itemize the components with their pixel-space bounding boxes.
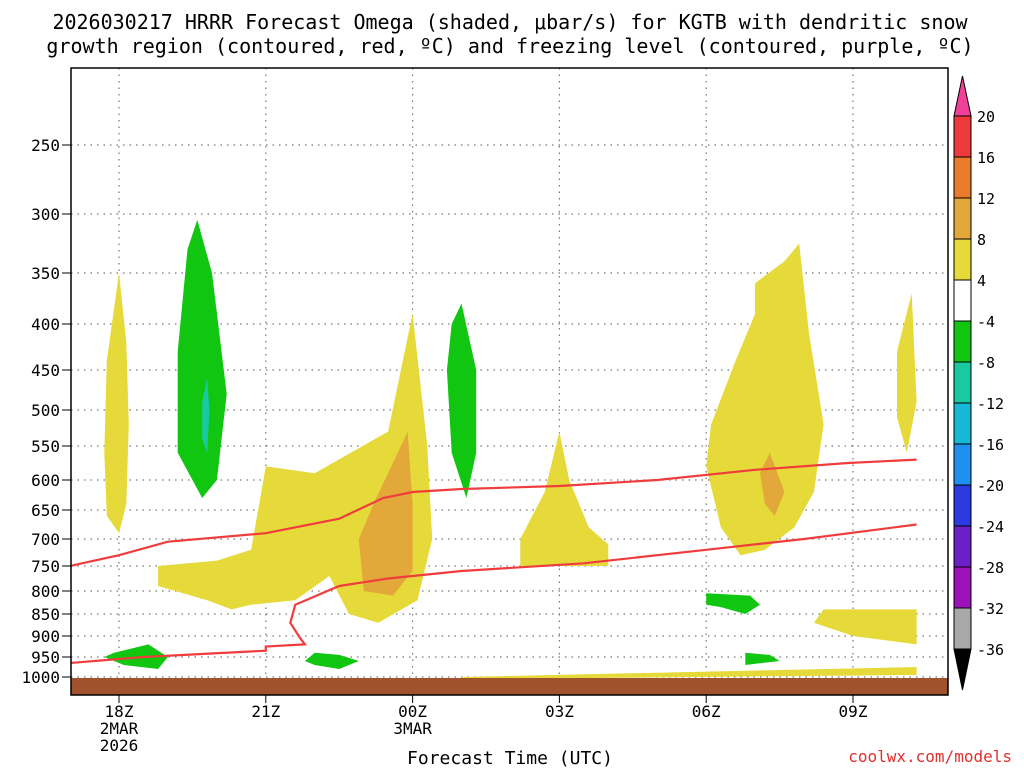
omega-region bbox=[813, 609, 917, 645]
omega-region bbox=[706, 243, 824, 556]
credit-text: coolwx.com/models bbox=[848, 747, 1012, 766]
y-tick-label: 500 bbox=[31, 401, 60, 420]
temperature-contours bbox=[71, 458, 917, 665]
y-tick-label: 550 bbox=[31, 437, 60, 456]
chart-title-line-2: growth region (contoured, red, ºC) and f… bbox=[46, 34, 973, 58]
x-axis-label: Forecast Time (UTC) bbox=[407, 748, 613, 768]
terrain-ground-bar bbox=[71, 678, 948, 695]
colorbar-label: 4 bbox=[977, 272, 986, 290]
colorbar-swatch bbox=[953, 238, 972, 281]
colorbar-swatch bbox=[953, 279, 972, 322]
colorbar-swatch bbox=[953, 361, 972, 404]
chart-title-line-1: 2026030217 HRRR Forecast Omega (shaded, … bbox=[52, 10, 968, 34]
y-tick-label: 600 bbox=[31, 471, 60, 490]
dendritic-contour-line bbox=[71, 458, 917, 567]
colorbar: 20 16 12 8 4 -4 -8 -12 -16 -20 -24 -28 -32 -36 bbox=[953, 75, 1004, 691]
colorbar-label: -20 bbox=[977, 477, 1004, 495]
colorbar-swatch bbox=[953, 484, 972, 527]
y-tick-label: 900 bbox=[31, 627, 60, 646]
y-tick-label: 650 bbox=[31, 501, 60, 520]
omega-region bbox=[104, 273, 129, 534]
plot-frame bbox=[70, 67, 949, 696]
colorbar-swatch bbox=[953, 525, 972, 568]
x-tick-label: 2026 bbox=[100, 736, 139, 755]
colorbar-swatch bbox=[953, 197, 972, 240]
colorbar-label: -4 bbox=[977, 313, 995, 331]
colorbar-bottom-arrow bbox=[953, 648, 972, 691]
x-tick-label: 00Z bbox=[398, 702, 427, 721]
y-tick-label: 850 bbox=[31, 605, 60, 624]
x-tick-label: 18Z bbox=[105, 702, 134, 721]
y-tick-label: 300 bbox=[31, 205, 60, 224]
colorbar-label: 8 bbox=[977, 231, 986, 249]
omega-region bbox=[304, 652, 359, 669]
colorbar-label: 12 bbox=[977, 190, 995, 208]
colorbar-swatch bbox=[953, 443, 972, 486]
colorbar-label: -12 bbox=[977, 395, 1004, 413]
y-tick-label: 450 bbox=[31, 361, 60, 380]
x-tick-label: 3MAR bbox=[393, 719, 432, 738]
grid bbox=[71, 68, 948, 695]
omega-region bbox=[177, 219, 227, 498]
x-tick-label: 2MAR bbox=[100, 719, 139, 738]
x-tick-label: 06Z bbox=[692, 702, 721, 721]
colorbar-label: 16 bbox=[977, 149, 995, 167]
colorbar-label: -32 bbox=[977, 600, 1004, 618]
y-tick-label: 1000 bbox=[21, 668, 60, 687]
omega-region bbox=[358, 431, 413, 596]
colorbar-label: -24 bbox=[977, 518, 1004, 536]
omega-region bbox=[745, 652, 780, 665]
colorbar-swatch bbox=[953, 320, 972, 363]
x-tick-label: 21Z bbox=[251, 702, 280, 721]
y-tick-label: 950 bbox=[31, 648, 60, 667]
omega-region bbox=[897, 293, 917, 453]
y-tick-label: 750 bbox=[31, 557, 60, 576]
omega-region bbox=[520, 431, 609, 566]
omega-region bbox=[461, 667, 917, 680]
y-tick-label: 800 bbox=[31, 582, 60, 601]
colorbar-label: -28 bbox=[977, 559, 1004, 577]
y-tick-label: 700 bbox=[31, 530, 60, 549]
colorbar-swatch bbox=[953, 566, 972, 609]
colorbar-label: -16 bbox=[977, 436, 1004, 454]
omega-region bbox=[446, 303, 477, 498]
colorbar-swatch bbox=[953, 156, 972, 199]
colorbar-label: 20 bbox=[977, 108, 995, 126]
omega-region bbox=[706, 593, 760, 614]
y-axis-ticks: 250 300 350 400 450 500 550 600 650 700 750 800 850 9… bbox=[21, 136, 71, 687]
dendritic-contour-line bbox=[71, 523, 917, 665]
colorbar-label: -36 bbox=[977, 641, 1004, 659]
omega-region bbox=[202, 378, 210, 453]
x-tick-label: 03Z bbox=[545, 702, 574, 721]
plot-area bbox=[70, 67, 949, 696]
x-tick-label: 09Z bbox=[839, 702, 868, 721]
colorbar-swatch bbox=[953, 115, 972, 158]
colorbar-swatch bbox=[953, 402, 972, 445]
y-tick-label: 250 bbox=[31, 136, 60, 155]
y-tick-label: 400 bbox=[31, 315, 60, 334]
y-tick-label: 350 bbox=[31, 264, 60, 283]
colorbar-swatch bbox=[953, 607, 972, 650]
colorbar-label: -8 bbox=[977, 354, 995, 372]
